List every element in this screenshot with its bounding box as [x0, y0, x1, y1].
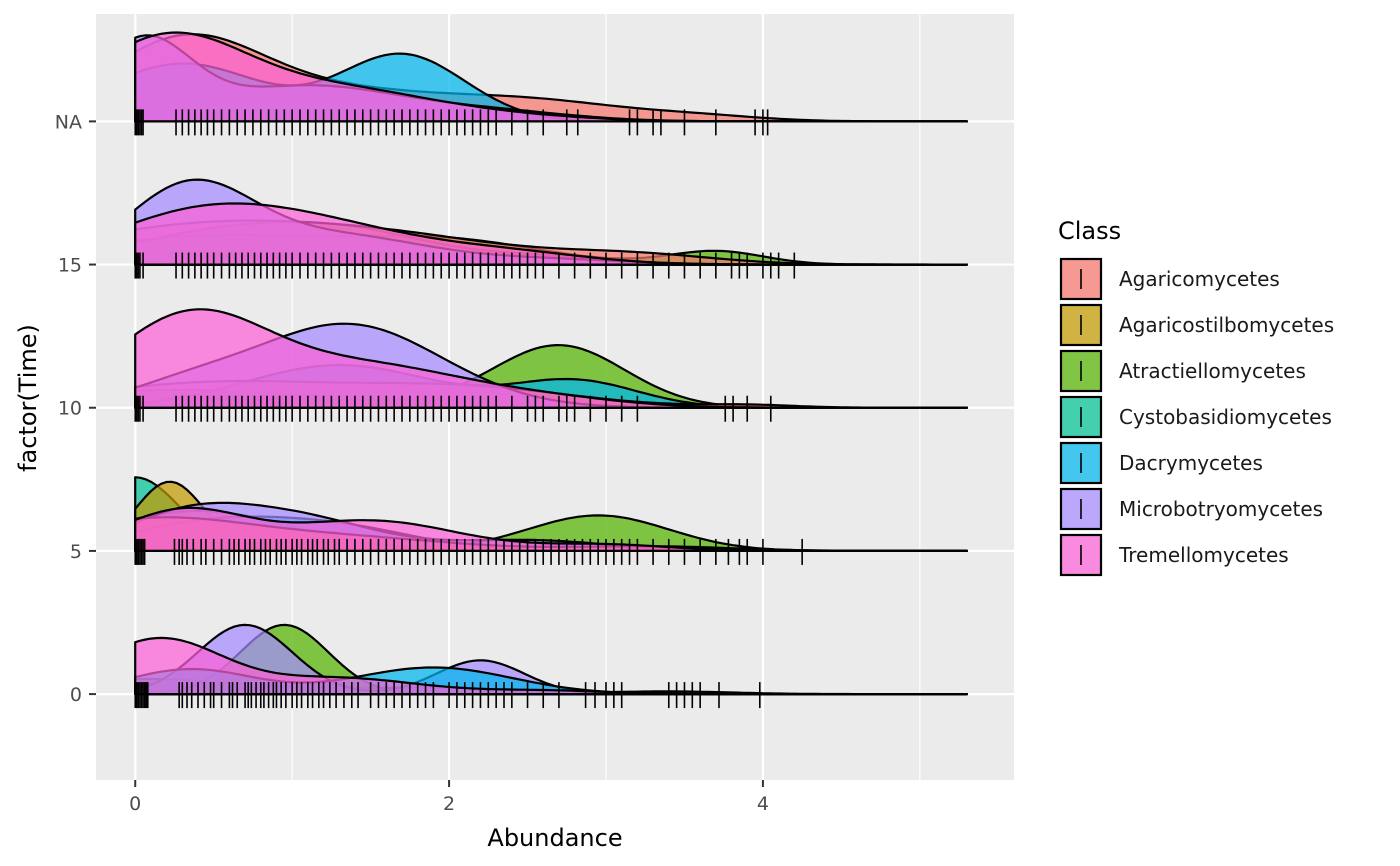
density-ridge-0-tremellomycetes [134, 636, 968, 696]
legend-label: Agaricomycetes [1119, 267, 1280, 291]
y-tick-label: 5 [70, 541, 82, 563]
density-ridge-15-tremellomycetes [134, 202, 968, 266]
y-tick-label: 10 [58, 398, 82, 420]
legend-label: Atractiellomycetes [1119, 359, 1306, 383]
y-axis-title: factor(Time) [14, 324, 42, 472]
y-tick-label: 0 [70, 684, 82, 706]
legend-label: Tremellomycetes [1118, 543, 1289, 567]
rug-marks [134, 109, 803, 709]
y-tick-label: NA [55, 111, 82, 133]
x-tick-label: 0 [129, 793, 141, 815]
legend-key-swatch [1059, 533, 1103, 577]
legend-key-swatch [1059, 487, 1103, 531]
legend: Class Agaricomycetes Agaricostilbomycetes… [1058, 217, 1334, 577]
y-tick-label: 15 [58, 255, 82, 277]
legend-label: Microbotryomycetes [1119, 497, 1323, 521]
legend-label: Agaricostilbomycetes [1119, 313, 1334, 337]
x-axis: 0 2 4 [129, 780, 769, 815]
x-axis-title: Abundance [487, 824, 622, 852]
legend-key-swatch [1059, 257, 1103, 301]
density-ridge-10-tremellomycetes [134, 308, 968, 409]
x-tick-label: 2 [443, 793, 455, 815]
legend-title: Class [1058, 217, 1121, 245]
legend-label: Cystobasidiomycetes [1119, 405, 1332, 429]
y-axis: 0 5 10 15 NA [55, 111, 96, 706]
density-ridge-NA-tremellomycetes [134, 31, 968, 123]
legend-label: Dacrymycetes [1119, 451, 1263, 475]
x-tick-label: 4 [757, 793, 769, 815]
